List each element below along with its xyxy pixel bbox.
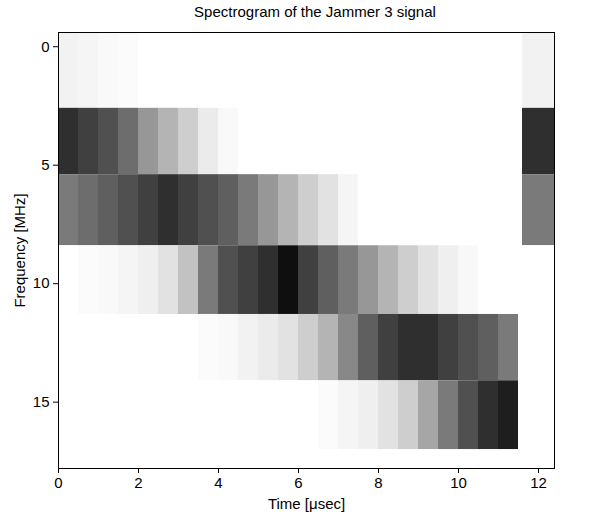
svg-text:Frequency [MHz]: Frequency [MHz] xyxy=(11,193,28,307)
svg-text:5: 5 xyxy=(41,156,49,173)
svg-text:Time [μsec]: Time [μsec] xyxy=(268,495,345,512)
svg-text:12: 12 xyxy=(530,474,547,491)
svg-text:10: 10 xyxy=(450,474,467,491)
svg-text:6: 6 xyxy=(294,474,302,491)
html-text:Spectrogram of the Jammer 3 si: Spectrogram of the Jammer 3 signal xyxy=(194,3,436,20)
svg-text:10: 10 xyxy=(33,274,50,291)
svg-text:4: 4 xyxy=(214,474,222,491)
svg-text:0: 0 xyxy=(41,38,49,55)
svg-text:15: 15 xyxy=(33,393,50,410)
svg-text:8: 8 xyxy=(374,474,382,491)
svg-text:0: 0 xyxy=(54,474,62,491)
svg-text:2: 2 xyxy=(134,474,142,491)
